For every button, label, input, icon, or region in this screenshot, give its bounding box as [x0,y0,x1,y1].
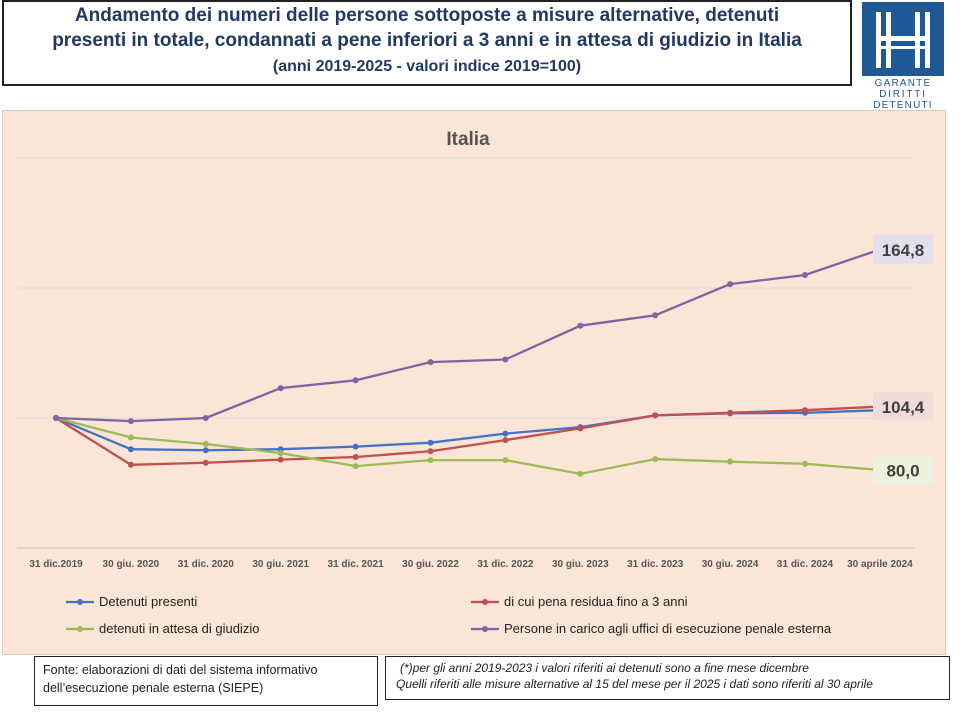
legend-swatch [471,626,499,632]
legend-label: Persone in carico agli uffici di esecuzi… [504,621,832,636]
x-tick-label: 31 dic. 2020 [178,559,235,570]
chart-area: 164,8 104,4 80,0 Italia 31 dic.2019 30 giu.… [2,110,946,655]
data-point [502,356,509,363]
end-label-bg [873,455,933,484]
x-tick-label: 30 giu. 2020 [103,559,160,570]
data-point [802,460,808,467]
source-line-2: dell’esecuzione penale esterna (SIEPE) [43,681,264,695]
end-value-label: 164,8 [882,241,925,260]
data-point [577,322,584,329]
data-point [652,456,659,463]
chart-title: Italia [446,129,490,150]
title-subtitle: (anni 2019-2025 - valori indice 2019=100… [272,58,582,75]
x-tick-label: 31 dic.2019 [29,559,83,570]
series-line-3 [55,416,880,476]
data-point [727,458,734,465]
data-point [427,448,434,455]
data-point [577,425,584,432]
series-line-2 [55,405,880,466]
label-layer: 164,8 104,4 80,0 [873,234,933,484]
note-line-2: Quelli riferiti alle misure alternative … [396,677,873,691]
title-line-1: Andamento dei numeri delle persone sotto… [74,5,780,26]
logo-text-2: DIRITTI [879,89,927,100]
data-point [502,430,509,437]
data-point [652,412,659,419]
legend-item: detenuti in attesa di giudizio [65,621,259,637]
data-point [202,441,209,447]
garante-logo: GARANTE DIRITTI DETENUTI [862,2,944,108]
end-label-bg [873,391,933,421]
legend-swatch [66,599,94,605]
series-line-1 [55,409,880,452]
title-line-2: presenti in totale, condannati a pene in… [52,30,802,51]
end-value-label: 80,0 [886,462,919,481]
legend-item: Detenuti presenti [65,594,197,610]
data-point [427,457,434,464]
x-tick-label: 31 dic. 2024 [777,559,834,570]
line-chart: 164,8 104,4 80,0 Italia 31 dic.2019 30 giu.… [17,129,933,570]
data-point [727,281,734,288]
data-point [127,418,134,425]
data-point [53,415,59,421]
legend-item: Persone in carico agli uffici di esecuzi… [470,621,831,637]
legend-label: di cui pena residua fino a 3 anni [504,594,688,609]
x-tick-label: 30 giu. 2023 [552,559,609,570]
note-box: (*)per gli anni 2019-2023 i valori rifer… [385,656,950,700]
data-point [727,409,734,416]
data-point [202,415,209,421]
data-point [127,434,134,441]
data-point [277,450,284,457]
x-tick-label: 30 giu. 2024 [702,559,759,570]
title-box: Andamento dei numeri delle persone sotto… [2,0,852,86]
x-tick-label: 31 dic. 2021 [328,559,385,570]
data-point [352,377,359,384]
source-line-1: Fonte: elaborazioni di dati del sistema … [43,663,318,677]
grid-lines [17,157,915,549]
data-point [802,407,808,414]
end-value-label: 104,4 [882,398,925,417]
end-label-bg [873,234,933,264]
data-point [202,459,209,466]
data-point [502,457,509,464]
series-line-4 [55,248,881,423]
data-point [652,312,659,319]
legend-swatch [66,626,94,632]
source-box: Fonte: elaborazioni di dati del sistema … [34,656,378,706]
data-point [127,446,134,453]
logo-text-1: GARANTE [875,78,932,89]
x-tick-label: 31 dic. 2022 [477,559,534,570]
data-point [202,447,209,454]
data-point [802,272,808,278]
data-point [127,461,134,468]
logo-mark [876,12,930,68]
series-layer [53,246,883,477]
data-point [502,437,509,444]
legend-item: di cui pena residua fino a 3 anni [470,594,688,610]
note-line-1: (*)per gli anni 2019-2023 i valori rifer… [400,661,809,675]
x-tick-label: 30 giu. 2021 [252,559,309,570]
legend-label: Detenuti presenti [99,594,198,609]
x-tick-label: 30 aprile 2024 [847,559,913,570]
data-point [427,359,434,366]
data-point [352,443,359,450]
data-point [277,456,284,463]
data-point [352,463,359,470]
data-point [352,454,359,460]
data-point [427,439,434,446]
logo-text-3: DETENUTI [873,100,933,108]
x-tick-label: 31 dic. 2023 [627,559,684,570]
legend-label: detenuti in attesa di giudizio [99,621,260,636]
data-point [577,470,584,477]
x-tick-label: 30 giu. 2022 [402,559,459,570]
data-point [277,385,284,392]
legend-swatch [471,599,499,605]
